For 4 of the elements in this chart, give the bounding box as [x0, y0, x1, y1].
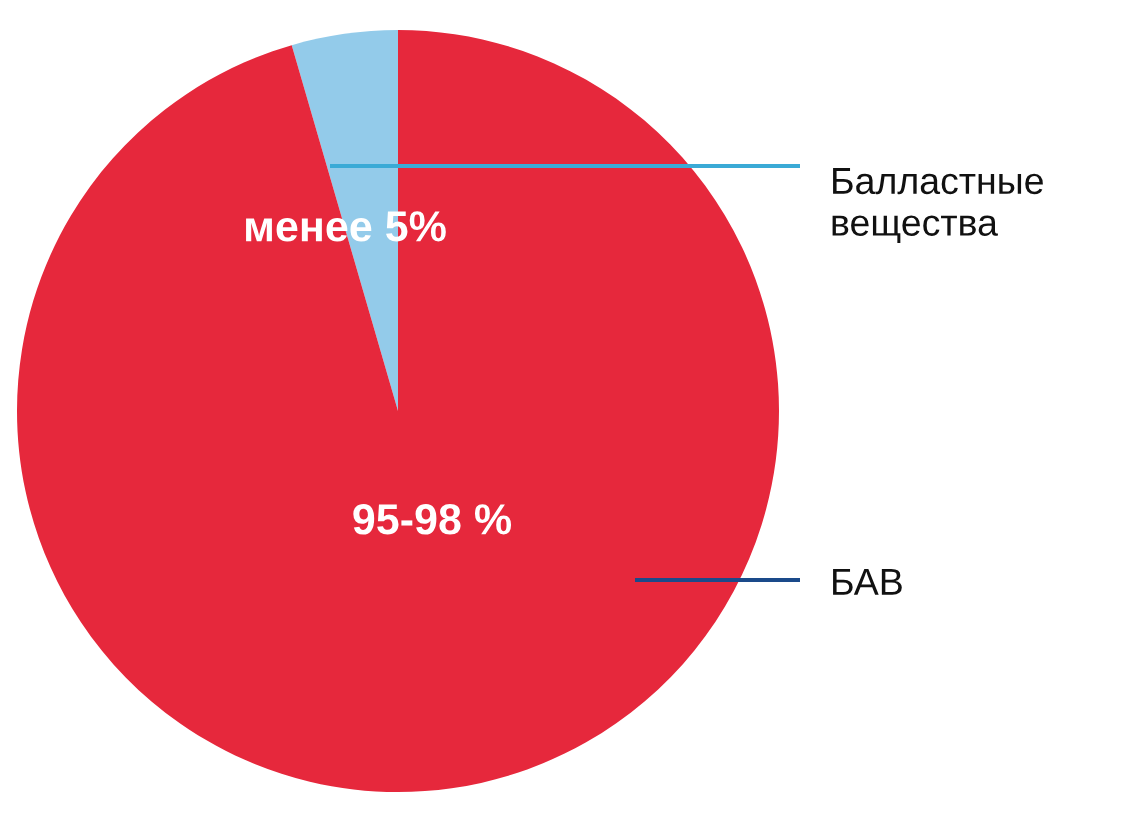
pie-slice	[17, 30, 779, 792]
slice-label: БАВ	[833, 568, 902, 595]
data-label: 95-98 %	[353, 504, 512, 535]
slice-label: Балластные вещества	[832, 168, 1043, 244]
